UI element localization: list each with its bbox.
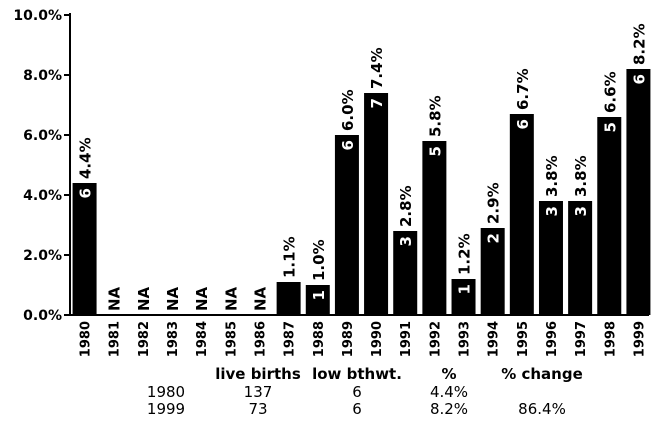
x-tick-label: 1987 [283,321,298,357]
y-tick-label: 10.0% [13,8,62,24]
summary-row-change: 86.4% [518,400,566,418]
count-label: 3 [397,236,415,246]
value-label: 7.4% [368,47,386,89]
summary-row-live-births: 73 [248,400,268,418]
count-label: 6 [630,74,648,84]
summary-table: live births low bthwt. % % change 1980 1… [0,366,653,426]
x-tick-label: 1996 [545,321,560,357]
value-label: 5.8% [426,95,444,137]
bar [393,231,418,315]
value-label: 3.8% [572,155,590,197]
na-label: NA [164,286,182,311]
bar [72,183,97,315]
y-tick-label: 0.0% [23,308,62,324]
summary-row-year: 1999 [146,400,186,418]
low-birthweight-bar-chart: 0.0% 2.0% 4.0% 6.0% 8.0% 10.0% 4.4% 6 NA NA NA NA N… [13,8,651,357]
bars-group: 4.4% 6 NA NA NA NA NA NA 1.1% 1.0% 1 6.0% 6 7.4% 7 2.8%… [72,23,651,315]
count-label: 6 [339,140,357,150]
count-label: 3 [572,206,590,216]
bar [451,279,476,315]
x-tick-label: 1992 [428,321,443,357]
bar [334,135,359,315]
summary-row-year: 1980 [146,383,186,401]
summary-header-percent: % [441,365,457,383]
x-tick-label: 1985 [224,321,239,357]
bar [276,282,301,315]
x-tick-label: 1998 [603,321,618,357]
count-label: 1 [456,284,474,294]
value-label: 6.0% [339,89,357,131]
x-tick-label: 1995 [516,321,531,357]
x-axis: 1980 1981 1982 1983 1984 1985 1986 1987 1988 1989… [70,314,649,357]
x-tick-label: 1983 [166,321,181,357]
summary-row-percent: 4.4% [429,383,469,401]
bar [364,93,389,315]
x-tick-label: 1993 [458,321,473,357]
summary-header-low-bthwt: low bthwt. [312,365,402,383]
bar [509,114,534,315]
count-label: 3 [543,206,561,216]
count-label: 6 [514,119,532,129]
value-label: 6.6% [601,71,619,113]
x-tick-label: 1986 [253,321,268,357]
na-label: NA [193,286,211,311]
summary-row-live-births: 137 [243,383,273,401]
x-tick-label: 1994 [487,321,502,357]
x-tick-label: 1990 [370,321,385,357]
na-label: NA [106,286,124,311]
y-tick-label: 4.0% [23,188,62,204]
value-label: 1.2% [456,233,474,275]
count-label: 1 [310,290,328,300]
x-tick-label: 1988 [312,321,327,357]
summary-row-low-bthwt: 6 [352,383,362,401]
na-label: NA [251,286,269,311]
value-label: 6.7% [514,68,532,110]
count-label: 5 [601,122,619,132]
x-tick-label: 1980 [79,321,94,357]
count-label: 5 [426,146,444,156]
count-label: 6 [77,188,95,198]
na-label: NA [222,286,240,311]
y-tick-label: 8.0% [23,68,62,84]
y-tick-label: 2.0% [23,248,62,264]
value-label: 4.4% [77,137,95,179]
y-axis: 0.0% 2.0% 4.0% 6.0% 8.0% 10.0% [13,8,71,324]
x-tick-label: 1982 [137,321,152,357]
na-label: NA [135,286,153,311]
summary-header-live-births: live births [215,365,301,383]
x-tick-label: 1997 [574,321,589,357]
bar [305,285,330,315]
count-label: 2 [485,233,503,243]
summary-row-percent: 8.2% [429,400,469,418]
summary-row-low-bthwt: 6 [352,400,362,418]
value-label: 3.8% [543,155,561,197]
value-label: 2.8% [397,185,415,227]
bar [422,141,447,315]
bar [538,201,563,315]
bar [626,69,651,315]
summary-header-percent-change: % change [501,365,583,383]
y-tick-label: 6.0% [23,128,62,144]
bar [568,201,593,315]
value-label: 1.0% [310,239,328,281]
count-label: 7 [368,98,386,108]
x-tick-label: 1989 [341,321,356,357]
x-tick-label: 1984 [195,321,210,357]
value-label: 8.2% [630,23,648,65]
x-tick-label: 1991 [399,321,414,357]
x-tick-label: 1981 [108,321,123,357]
value-label: 2.9% [485,182,503,224]
value-label: 1.1% [281,236,299,278]
bar [480,228,505,315]
x-tick-label: 1999 [632,321,647,357]
bar [597,117,622,315]
